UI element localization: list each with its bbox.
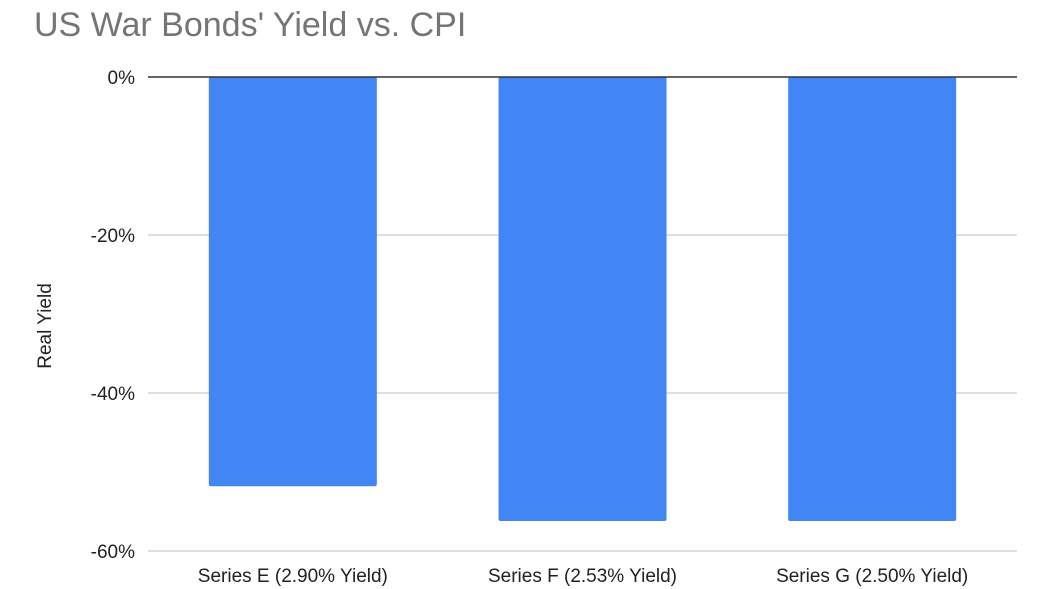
x-category-label: Series E (2.90% Yield) — [198, 566, 388, 587]
x-category-label: Series F (2.53% Yield) — [488, 566, 677, 587]
y-tick-labels: 0% -20% -40% -60% — [91, 68, 135, 563]
bar — [498, 77, 667, 521]
x-category-labels: Series E (2.90% Yield) Series F (2.53% Yi… — [198, 566, 968, 587]
y-tick-label: 0% — [108, 68, 136, 89]
bars — [208, 77, 957, 521]
y-tick-label: -60% — [91, 542, 135, 563]
bar — [788, 77, 957, 521]
y-tick-label: -40% — [91, 384, 135, 405]
chart-title: US War Bonds' Yield vs. CPI — [34, 6, 466, 44]
bar — [208, 77, 377, 487]
y-axis-title: Real Yield — [35, 283, 56, 369]
y-tick-label: -20% — [91, 226, 135, 247]
x-category-label: Series G (2.50% Yield) — [776, 566, 968, 587]
